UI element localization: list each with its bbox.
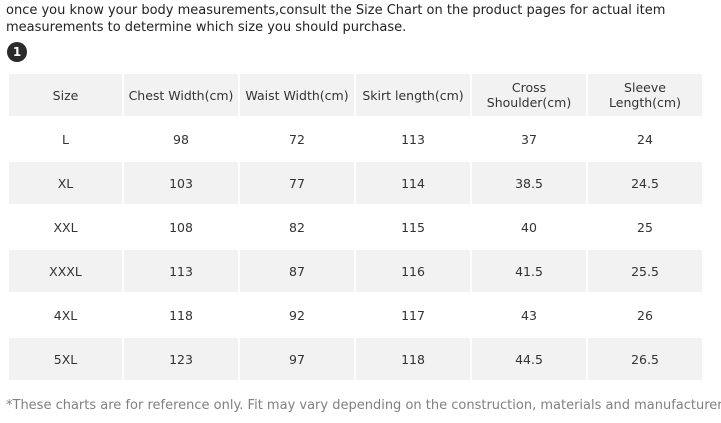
cell-skirt: 115	[356, 206, 470, 248]
cell-chest: 113	[124, 250, 238, 292]
table-row: L 98 72 113 37 24	[9, 118, 702, 160]
step-number-badge: 1	[7, 42, 27, 62]
header-cross-shoulder: Cross Shoulder(cm)	[472, 74, 586, 116]
cell-skirt: 116	[356, 250, 470, 292]
cell-skirt: 117	[356, 294, 470, 336]
cell-chest: 103	[124, 162, 238, 204]
intro-text: once you know your body measurements,con…	[6, 2, 706, 36]
header-waist-width: Waist Width(cm)	[240, 74, 354, 116]
header-cross-shoulder-line-1: Cross	[511, 80, 547, 95]
cell-sleeve: 24	[588, 118, 702, 160]
cell-size: 5XL	[9, 338, 122, 380]
cell-shoulder: 43	[472, 294, 586, 336]
cell-waist: 87	[240, 250, 354, 292]
table-row: XXXL 113 87 116 41.5 25.5	[9, 250, 702, 292]
cell-chest: 98	[124, 118, 238, 160]
table-row: 5XL 123 97 118 44.5 26.5	[9, 338, 702, 380]
cell-waist: 72	[240, 118, 354, 160]
cell-sleeve: 26.5	[588, 338, 702, 380]
cell-skirt: 114	[356, 162, 470, 204]
header-cross-shoulder-line-2: Shoulder(cm)	[486, 95, 572, 110]
header-chest-width: Chest Width(cm)	[124, 74, 238, 116]
table-row: XL 103 77 114 38.5 24.5	[9, 162, 702, 204]
header-skirt-length: Skirt length(cm)	[356, 74, 470, 116]
cell-skirt: 113	[356, 118, 470, 160]
cell-shoulder: 44.5	[472, 338, 586, 380]
table-row: 4XL 118 92 117 43 26	[9, 294, 702, 336]
size-chart-table: Size Chest Width(cm) Waist Width(cm) Ski…	[7, 72, 704, 382]
cell-chest: 123	[124, 338, 238, 380]
disclaimer-footnote: *These charts are for reference only. Fi…	[6, 398, 721, 413]
cell-sleeve: 25.5	[588, 250, 702, 292]
cell-shoulder: 37	[472, 118, 586, 160]
cell-size: L	[9, 118, 122, 160]
cell-size: 4XL	[9, 294, 122, 336]
cell-size: XXL	[9, 206, 122, 248]
cell-skirt: 118	[356, 338, 470, 380]
header-size: Size	[9, 74, 122, 116]
cell-shoulder: 40	[472, 206, 586, 248]
cell-waist: 82	[240, 206, 354, 248]
intro-line-1: once you know your body measurements,con…	[6, 3, 666, 18]
cell-size: XL	[9, 162, 122, 204]
cell-chest: 118	[124, 294, 238, 336]
cell-sleeve: 24.5	[588, 162, 702, 204]
cell-shoulder: 41.5	[472, 250, 586, 292]
cell-waist: 97	[240, 338, 354, 380]
header-sleeve-length: Sleeve Length(cm)	[588, 74, 702, 116]
cell-chest: 108	[124, 206, 238, 248]
cell-size: XXXL	[9, 250, 122, 292]
cell-shoulder: 38.5	[472, 162, 586, 204]
cell-waist: 92	[240, 294, 354, 336]
table-header-row: Size Chest Width(cm) Waist Width(cm) Ski…	[9, 74, 702, 116]
cell-sleeve: 26	[588, 294, 702, 336]
table-row: XXL 108 82 115 40 25	[9, 206, 702, 248]
intro-line-2: measurements to determine which size you…	[6, 20, 407, 35]
cell-sleeve: 25	[588, 206, 702, 248]
cell-waist: 77	[240, 162, 354, 204]
